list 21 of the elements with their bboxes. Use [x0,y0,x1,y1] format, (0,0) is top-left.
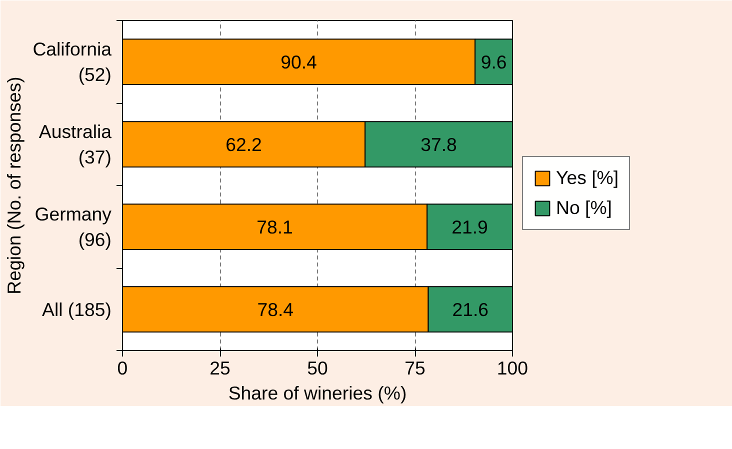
y-tick-label: All (185) [42,298,112,320]
legend-label: Yes [%] [556,167,619,189]
data-label: 62.2 [226,134,262,155]
data-label: 21.6 [452,298,489,320]
y-tick-label: Germany (96) [34,204,112,250]
y-tick-label: California (52) [32,38,112,85]
data-label: 90.4 [280,51,317,72]
legend-label: No [%] [556,197,612,219]
x-axis-title: Share of wineries (%) [228,382,407,404]
x-tick-label: 50 [307,358,328,378]
data-label: 78.1 [256,216,293,238]
y-axis-title: Region (No. of responses) [4,76,25,294]
x-tick-label: 75 [404,358,426,378]
x-tick-label: 100 [496,358,528,378]
x-tick-label: 25 [210,358,230,378]
data-label: 78.4 [257,298,294,320]
data-label: 21.9 [452,216,488,238]
x-tick-label: 0 [117,358,128,378]
data-label: 9.6 [480,51,507,72]
y-tick-label: Australia (37) [38,121,112,168]
data-label: 37.8 [420,134,457,155]
